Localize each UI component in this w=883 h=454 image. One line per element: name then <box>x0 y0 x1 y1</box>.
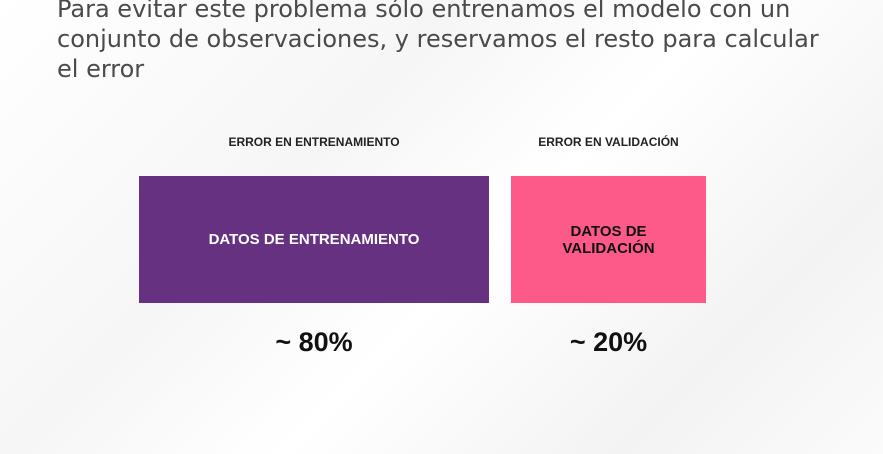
box-label: DATOS DE VALIDACIÓN <box>562 222 655 257</box>
validation-box: DATOS DE VALIDACIÓN <box>511 176 706 303</box>
box-label: DATOS DE ENTRENAMIENTO <box>208 231 420 248</box>
share: ~ 20% <box>569 327 648 357</box>
error-label: ERROR EN ENTRENAMIENTO <box>228 135 400 149</box>
error-label: ERROR EN VALIDACIÓN <box>538 135 679 149</box>
train-box: DATOS DE ENTRENAMIENTO <box>139 176 489 303</box>
share: ~ 80% <box>275 327 353 357</box>
heading: Para evitar este problema sólo entrenamo… <box>57 0 819 83</box>
